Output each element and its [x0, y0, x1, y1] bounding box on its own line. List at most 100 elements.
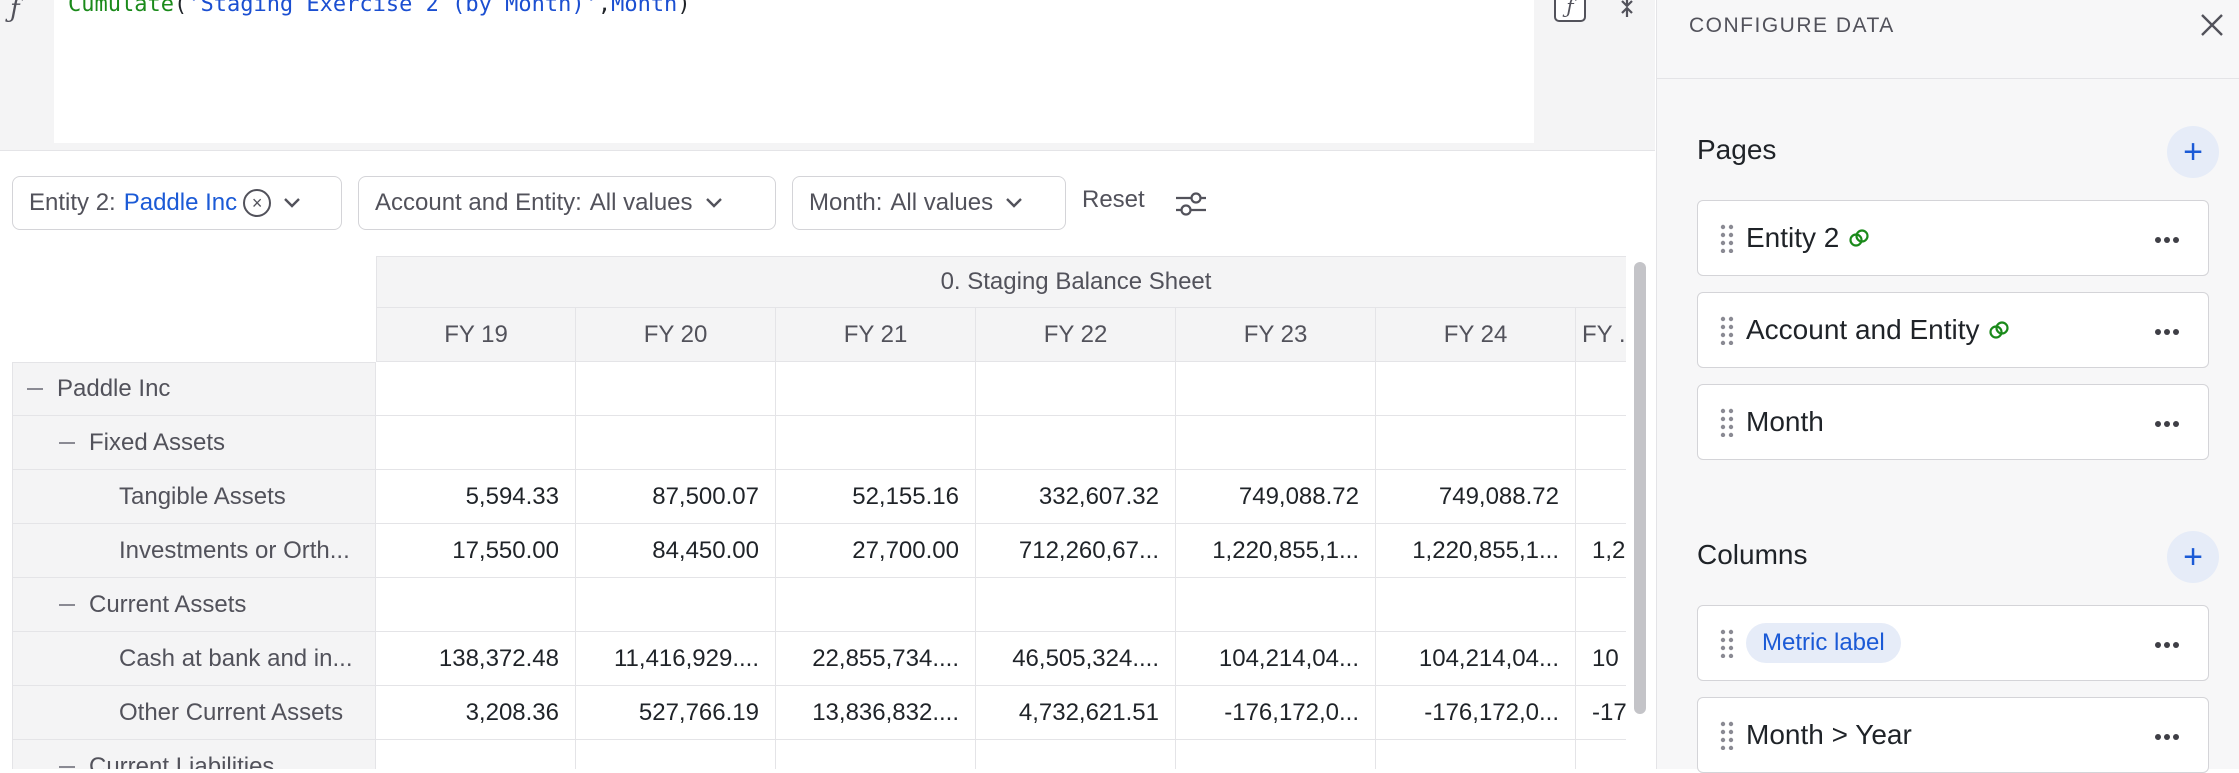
row-header-group[interactable]: Fixed Assets: [12, 416, 376, 470]
table-cell[interactable]: 11,416,929....: [576, 632, 776, 686]
table-cell[interactable]: [376, 416, 576, 470]
table-cell[interactable]: 749,088.72: [1176, 470, 1376, 524]
drag-handle-icon[interactable]: [1720, 223, 1734, 254]
table-cell[interactable]: 13,836,832....: [776, 686, 976, 740]
table-cell[interactable]: 52,155.16: [776, 470, 976, 524]
column-dimension-card[interactable]: Metric label: [1697, 605, 2209, 681]
column-dimension-card[interactable]: Month > Year: [1697, 697, 2209, 773]
collapse-minus-icon[interactable]: [59, 441, 75, 444]
table-cell[interactable]: [1176, 416, 1376, 470]
column-header[interactable]: FY .: [1576, 308, 1626, 362]
table-cell[interactable]: [776, 740, 976, 769]
row-header-group[interactable]: Current Liabilities: [12, 740, 376, 769]
table-cell[interactable]: 527,766.19: [576, 686, 776, 740]
column-header[interactable]: FY 20: [576, 308, 776, 362]
table-cell[interactable]: -176,172,0...: [1176, 686, 1376, 740]
table-cell[interactable]: 104,214,04...: [1176, 632, 1376, 686]
column-header[interactable]: FY 21: [776, 308, 976, 362]
page-dimension-card[interactable]: Month: [1697, 384, 2209, 460]
collapse-minus-icon[interactable]: [59, 765, 75, 768]
collapse-minus-icon[interactable]: [59, 603, 75, 606]
add-column-button[interactable]: +: [2167, 531, 2219, 583]
table-cell[interactable]: [1576, 740, 1626, 769]
table-cell[interactable]: 749,088.72: [1376, 470, 1576, 524]
table-cell[interactable]: [976, 578, 1176, 632]
table-cell[interactable]: -176,172,0...: [1376, 686, 1576, 740]
table-cell[interactable]: [576, 578, 776, 632]
table-cell[interactable]: [1376, 740, 1576, 769]
table-cell[interactable]: [1176, 362, 1376, 416]
table-cell[interactable]: 1,220,855,1...: [1176, 524, 1376, 578]
table-cell[interactable]: [1576, 416, 1626, 470]
function-builder-button[interactable]: ƒ: [1554, 0, 1586, 22]
column-header[interactable]: FY 24: [1376, 308, 1576, 362]
collapse-icon[interactable]: [1612, 0, 1642, 22]
table-cell[interactable]: -17: [1576, 686, 1626, 740]
table-cell[interactable]: 10: [1576, 632, 1626, 686]
table-cell[interactable]: [1576, 470, 1626, 524]
table-cell[interactable]: [376, 578, 576, 632]
more-options-icon[interactable]: [2154, 323, 2180, 335]
table-cell[interactable]: [776, 416, 976, 470]
table-cell[interactable]: 17,550.00: [376, 524, 576, 578]
row-header-group[interactable]: Paddle Inc: [12, 362, 376, 416]
table-cell[interactable]: 27,700.00: [776, 524, 976, 578]
filter-account-and-entity[interactable]: Account and Entity: All values: [358, 176, 776, 230]
table-cell[interactable]: [976, 416, 1176, 470]
column-header[interactable]: FY 19: [376, 308, 576, 362]
more-options-icon[interactable]: [2154, 231, 2180, 243]
table-cell[interactable]: [376, 740, 576, 769]
table-cell[interactable]: 3,208.36: [376, 686, 576, 740]
more-options-icon[interactable]: [2154, 728, 2180, 740]
table-cell[interactable]: 1,2: [1576, 524, 1626, 578]
collapse-minus-icon[interactable]: [27, 388, 43, 390]
table-cell[interactable]: [1176, 740, 1376, 769]
clear-icon[interactable]: ×: [243, 189, 272, 217]
sliders-icon[interactable]: [1174, 190, 1208, 218]
more-options-icon[interactable]: [2154, 636, 2180, 648]
table-cell[interactable]: [976, 740, 1176, 769]
filter-entity[interactable]: Entity 2: Paddle Inc ×: [12, 176, 342, 230]
drag-handle-icon[interactable]: [1720, 407, 1734, 438]
table-cell[interactable]: 84,450.00: [576, 524, 776, 578]
table-cell[interactable]: 4,732,621.51: [976, 686, 1176, 740]
table-cell[interactable]: [1376, 362, 1576, 416]
drag-handle-icon[interactable]: [1720, 628, 1734, 659]
table-cell[interactable]: [976, 362, 1176, 416]
vertical-scrollbar-thumb[interactable]: [1634, 262, 1646, 714]
table-cell[interactable]: [576, 740, 776, 769]
table-cell[interactable]: 1,220,855,1...: [1376, 524, 1576, 578]
table-cell[interactable]: 104,214,04...: [1376, 632, 1576, 686]
table-cell[interactable]: [776, 578, 976, 632]
table-cell[interactable]: 5,594.33: [376, 470, 576, 524]
table-cell[interactable]: [1576, 362, 1626, 416]
table-cell[interactable]: 87,500.07: [576, 470, 776, 524]
drag-handle-icon[interactable]: [1720, 720, 1734, 751]
drag-handle-icon[interactable]: [1720, 315, 1734, 346]
page-dimension-card[interactable]: Account and Entity: [1697, 292, 2209, 368]
table-cell[interactable]: [376, 362, 576, 416]
table-cell[interactable]: 712,260,67...: [976, 524, 1176, 578]
table-cell[interactable]: 332,607.32: [976, 470, 1176, 524]
table-cell[interactable]: [776, 362, 976, 416]
formula-text[interactable]: Cumulate('Staging Exercise 2 (by Month)'…: [68, 0, 691, 17]
table-cell[interactable]: 22,855,734....: [776, 632, 976, 686]
row-header-group[interactable]: Current Assets: [12, 578, 376, 632]
column-header[interactable]: FY 22: [976, 308, 1176, 362]
table-cell[interactable]: [1376, 416, 1576, 470]
reset-button[interactable]: Reset: [1082, 186, 1145, 213]
table-cell[interactable]: [1376, 578, 1576, 632]
more-options-icon[interactable]: [2154, 415, 2180, 427]
table-cell[interactable]: [576, 416, 776, 470]
add-page-button[interactable]: +: [2167, 126, 2219, 178]
close-icon[interactable]: [2197, 10, 2227, 40]
table-cell[interactable]: 138,372.48: [376, 632, 576, 686]
table-cell[interactable]: 46,505,324....: [976, 632, 1176, 686]
table-cell[interactable]: [1176, 578, 1376, 632]
table-cell[interactable]: [1576, 578, 1626, 632]
page-dimension-card[interactable]: Entity 2: [1697, 200, 2209, 276]
formula-editor[interactable]: Cumulate('Staging Exercise 2 (by Month)'…: [54, 0, 1534, 143]
table-cell[interactable]: [576, 362, 776, 416]
column-header[interactable]: FY 23: [1176, 308, 1376, 362]
filter-month[interactable]: Month: All values: [792, 176, 1066, 230]
